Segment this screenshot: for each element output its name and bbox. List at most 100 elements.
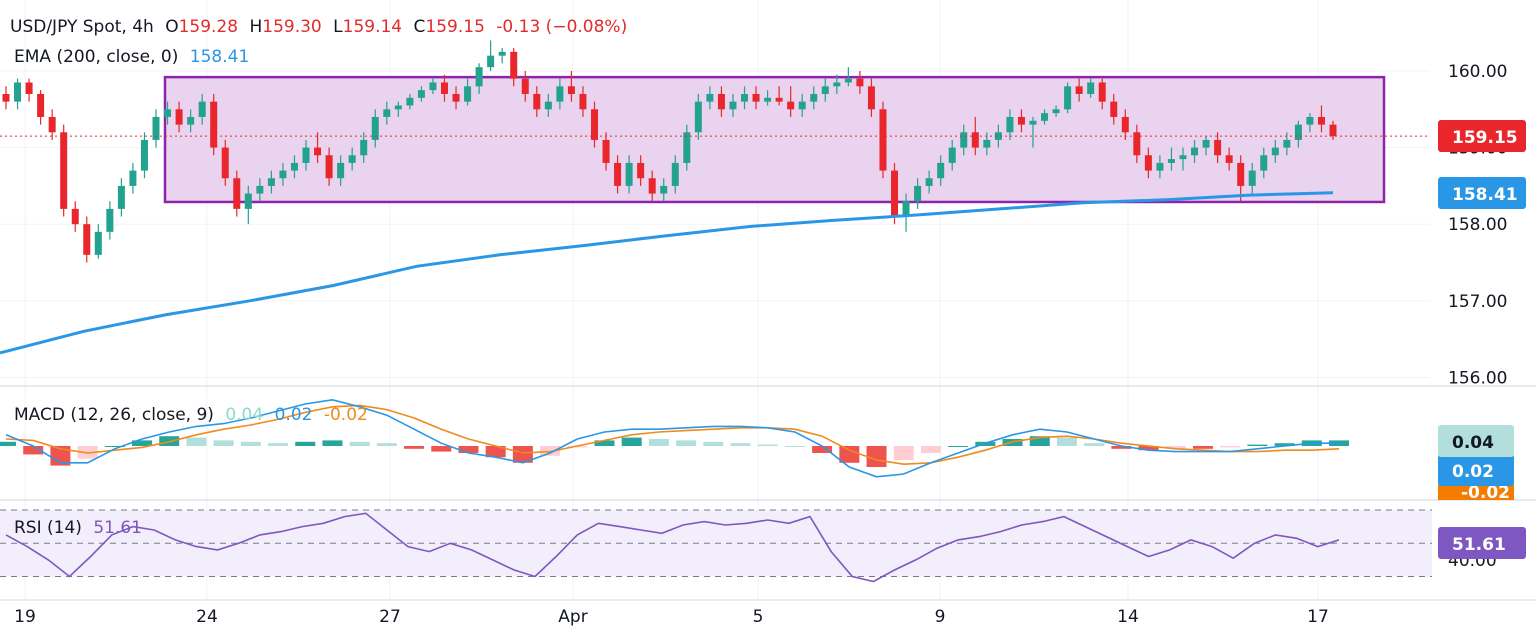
candle-body (325, 155, 333, 179)
candle-body (164, 109, 172, 117)
macd-histogram-bar (1274, 443, 1295, 446)
candle-body (406, 97, 414, 106)
rsi-label: RSI (14) (14, 518, 82, 538)
last-price-tag-bg (1438, 120, 1526, 152)
candle-body (660, 185, 668, 194)
time-tick-label: 9 (935, 607, 946, 627)
candle-body (1237, 162, 1245, 186)
candle-body (1052, 109, 1060, 114)
candle-body (544, 101, 552, 110)
candle-body (1087, 82, 1095, 94)
macd-signal-line (5, 404, 1340, 466)
candle-body (1121, 116, 1129, 133)
rsi-legend: RSI (14) 51.61 (14, 518, 148, 538)
candle-body (1283, 139, 1291, 148)
candle-body (302, 147, 310, 163)
macd-histogram-bar (268, 443, 289, 446)
candle-body (94, 231, 102, 255)
rsi-tag-bg (1438, 527, 1526, 559)
candle-body (383, 109, 391, 117)
candle-body (879, 109, 887, 171)
candle-body (83, 224, 91, 255)
open-value: 159.28 (178, 17, 239, 37)
candle-body (337, 162, 345, 179)
macd-histogram-bar (1165, 446, 1186, 449)
macd-label: MACD (12, 26, close, 9) (14, 405, 214, 425)
candle-body (1202, 139, 1210, 148)
candle-body (1029, 120, 1037, 125)
time-tick-label: 19 (14, 607, 36, 627)
candle-body (1179, 155, 1187, 160)
candle-body (429, 82, 437, 91)
candle-body (729, 101, 737, 110)
candle-body (487, 55, 495, 68)
price-tick-label: 158.00 (1448, 215, 1507, 235)
candle-body (175, 109, 183, 125)
candle-body (464, 86, 472, 102)
candle-body (614, 162, 622, 186)
candle-body (798, 101, 806, 110)
candle-body (233, 178, 241, 209)
candle-body (60, 132, 68, 209)
candle-body (37, 93, 45, 117)
candle-body (752, 93, 760, 102)
range-box (163, 75, 1386, 204)
candle-body (948, 147, 956, 163)
candle-body (290, 162, 298, 171)
candle-body (1271, 147, 1279, 156)
candle-body (1225, 155, 1233, 163)
time-tick-label: 14 (1117, 607, 1139, 627)
macd-signal-tag-bg (1438, 484, 1514, 500)
candle-body (590, 109, 598, 140)
rsi-value: 51.61 (93, 518, 142, 538)
time-tick-label: 17 (1307, 607, 1329, 627)
candle-body (1260, 155, 1268, 171)
macd-histogram-bar (512, 446, 533, 463)
macd-histogram-bar (784, 446, 805, 447)
last-price-tag: 159.15 (1452, 128, 1518, 148)
macd-line-tag-bg (1438, 454, 1514, 486)
macd-signal-tag: -0.02 (1461, 483, 1510, 503)
candle-body (1248, 170, 1256, 186)
candle-body (960, 132, 968, 148)
candle-body (1191, 147, 1199, 156)
candle-body (256, 185, 264, 194)
macd-histogram-bar (1220, 446, 1241, 448)
ema-label: EMA (200, close, 0) (14, 47, 179, 67)
candle-body (567, 86, 575, 94)
candle-body (1110, 101, 1118, 117)
candle-body (475, 67, 483, 87)
candle-body (648, 178, 656, 194)
candle-body (971, 132, 979, 148)
macd-histogram-bar (404, 446, 425, 449)
macd-histogram-bar (1247, 444, 1268, 446)
candle-body (856, 78, 864, 87)
macd-histogram-bar (730, 443, 751, 446)
candle-body (198, 101, 206, 117)
candle-body (683, 132, 691, 163)
ema-legend: EMA (200, close, 0) 158.41 (14, 47, 255, 67)
candle-body (1017, 116, 1025, 125)
candle-body (914, 185, 922, 202)
high-value: 159.30 (262, 17, 322, 37)
candle-body (267, 178, 275, 186)
macd-hist-tag-bg (1438, 425, 1514, 457)
candle-body (671, 162, 679, 186)
ema-value: 158.41 (189, 47, 250, 67)
candle-body (25, 82, 33, 94)
candle-body (117, 185, 125, 209)
macd-histogram-bar (186, 437, 207, 446)
candle-body (371, 116, 379, 140)
macd-histogram-bar (349, 441, 370, 446)
candle-body (314, 147, 322, 156)
candle-body (440, 82, 448, 94)
candle-body (1294, 124, 1302, 140)
candle-body (810, 93, 818, 102)
candle-body (902, 201, 910, 217)
macd-histogram-bar (866, 446, 887, 467)
price-tick-label: 156.00 (1448, 368, 1507, 388)
candle-body (221, 147, 229, 179)
candle-body (787, 101, 795, 110)
candle-body (1041, 113, 1049, 121)
candle-body (775, 97, 783, 102)
